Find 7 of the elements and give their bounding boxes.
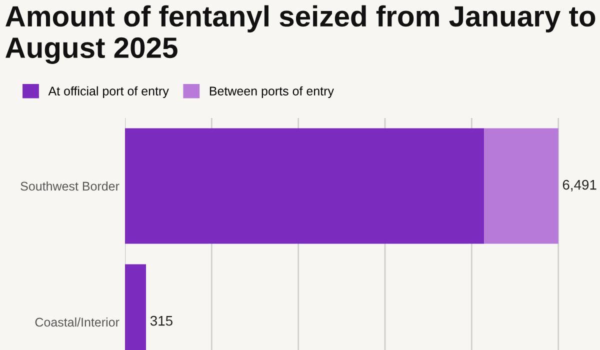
y-tick-label: Coastal/Interior	[35, 317, 120, 327]
legend-label: Between ports of entry	[210, 86, 334, 98]
y-tick-label: Southwest Border	[20, 181, 120, 191]
annotation: 315	[150, 316, 172, 326]
annotation: 6,491	[562, 180, 596, 192]
chart-title: Amount of fentanyl seized from January to August 2025	[6, 5, 596, 64]
legend-label: At official port of entry	[48, 86, 169, 98]
